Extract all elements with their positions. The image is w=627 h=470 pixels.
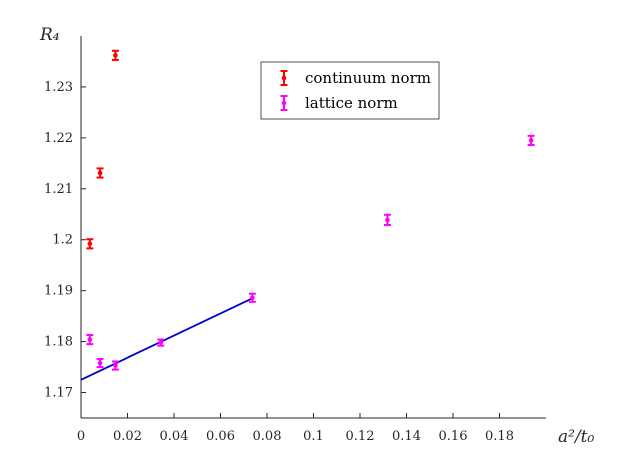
y-tick-label: 1.17: [44, 386, 73, 401]
axis-labels: R₄ a²/t₀: [39, 25, 595, 447]
data-point: [385, 217, 390, 223]
y-tick-label: 1.19: [44, 284, 73, 299]
x-tick-label: 0.16: [439, 429, 468, 444]
x-tick-label: 0.14: [392, 429, 421, 444]
y-tick-label: 1.2: [52, 233, 73, 248]
legend-box: [260, 61, 440, 120]
data-point: [87, 241, 93, 247]
data-point: [528, 138, 534, 143]
data-marks: [86, 49, 535, 371]
data-point: [97, 170, 103, 176]
x-tick-label: 0.12: [346, 429, 375, 444]
data-point: [158, 340, 164, 345]
x-tick-label: 0.08: [253, 429, 282, 444]
fit-line: [80, 297, 253, 381]
legend-entry: lattice norm: [280, 94, 398, 112]
y-tick-label: 1.22: [44, 131, 73, 146]
y-axis-label: R₄: [39, 25, 60, 45]
data-point: [250, 295, 255, 301]
x-tick-label: 0.1: [303, 429, 324, 444]
ticks: 0 0.02 0.04 0.06 0.08 0.1 0.12 0.14 0.16 0.18 1.17…: [44, 80, 514, 444]
legend-entry: continuum norm: [280, 69, 431, 87]
legend: continuum norm lattice norm: [260, 61, 440, 120]
x-tick-label: 0: [77, 429, 85, 444]
x-tick-label: 0.18: [485, 429, 514, 444]
data-point: [113, 53, 118, 58]
legend-marker-dot: [281, 75, 287, 81]
legend-label: continuum norm: [305, 69, 431, 87]
legend-marker-dot: [281, 100, 287, 106]
data-point: [113, 363, 118, 368]
x-tick-label: 0.06: [206, 429, 235, 444]
fit-line-group: [80, 297, 253, 381]
data-point: [87, 337, 93, 342]
series-1: [86, 134, 535, 371]
legend-label: lattice norm: [305, 94, 398, 112]
x-tick-label: 0.02: [113, 429, 142, 444]
y-tick-label: 1.23: [44, 80, 73, 95]
x-tick-label: 0.04: [160, 429, 189, 444]
y-tick-label: 1.21: [44, 182, 73, 197]
y-tick-label: 1.18: [44, 335, 73, 350]
x-axis-label: a²/t₀: [558, 427, 595, 447]
data-point: [97, 360, 103, 366]
series-0: [86, 49, 119, 250]
